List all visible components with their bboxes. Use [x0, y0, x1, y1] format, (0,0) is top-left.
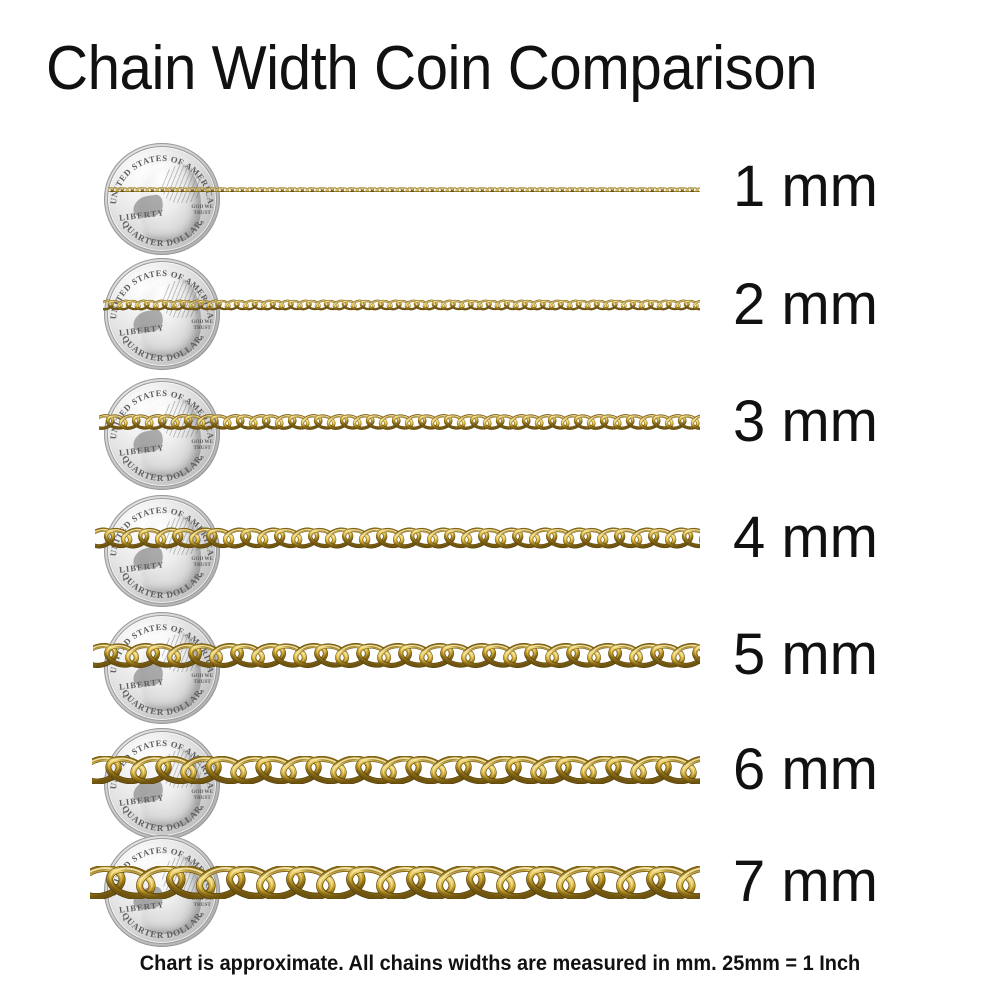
washington-bust — [136, 160, 202, 242]
coin-legend-bottom: QUARTER DOLLAR — [120, 219, 204, 249]
coin-mintmark: P — [200, 456, 204, 463]
svg-text:QUARTER DOLLAR: QUARTER DOLLAR — [120, 219, 204, 249]
coin-legend-bottom: QUARTER DOLLAR — [120, 454, 204, 484]
coin-mintmark: P — [200, 573, 204, 580]
chain-swatch-3mm — [99, 413, 700, 431]
size-label-1mm: 1 mm — [733, 154, 878, 219]
coin-motto-text: GOD WE TRUST — [191, 672, 214, 685]
chain-swatch-6mm — [92, 756, 700, 784]
coin-legend-bottom: QUARTER DOLLAR — [120, 334, 204, 364]
coin-motto-text: GOD WE TRUST — [191, 203, 214, 216]
chain-row-2mm: UNITED STATES OF AMERICA QUARTER DOLLAR … — [0, 258, 1000, 370]
chain-swatch-4mm — [95, 527, 700, 549]
size-label-5mm: 5 mm — [733, 622, 878, 687]
washington-hair — [162, 280, 202, 319]
coin-us-quarter: UNITED STATES OF AMERICA QUARTER DOLLAR … — [104, 612, 220, 724]
chain-swatch-1mm — [108, 182, 700, 192]
washington-bust — [136, 395, 202, 477]
washington-bust — [136, 512, 202, 594]
coin-legend-bottom: QUARTER DOLLAR — [120, 911, 204, 941]
chain-swatch-2mm — [103, 298, 700, 312]
chain-swatch-7mm — [90, 865, 700, 899]
coin-us-quarter: UNITED STATES OF AMERICA QUARTER DOLLAR … — [104, 143, 220, 255]
coin-us-quarter: UNITED STATES OF AMERICA QUARTER DOLLAR … — [104, 495, 220, 607]
coin-legend-bottom: QUARTER DOLLAR — [120, 804, 204, 834]
size-label-7mm: 7 mm — [733, 849, 878, 914]
footer-note: Chart is approximate. All chains widths … — [139, 952, 861, 975]
coin-rim — [107, 498, 217, 604]
chain-links-graphic — [103, 299, 700, 311]
size-label-6mm: 6 mm — [733, 737, 878, 802]
size-label-3mm: 3 mm — [733, 389, 878, 454]
page-title: Chain Width Coin Comparison — [46, 34, 818, 103]
coin-motto-text: GOD WE TRUST — [191, 788, 214, 801]
svg-text:QUARTER DOLLAR: QUARTER DOLLAR — [120, 334, 204, 364]
coin-rim — [107, 261, 217, 367]
chain-row-1mm: UNITED STATES OF AMERICA QUARTER DOLLAR … — [0, 143, 1000, 255]
coin-motto-text: GOD WE TRUST — [191, 895, 214, 908]
coin-motto-text: GOD WE TRUST — [191, 555, 214, 568]
chain-row-7mm: UNITED STATES OF AMERICA QUARTER DOLLAR … — [0, 835, 1000, 947]
coin-motto-text: GOD WE TRUST — [191, 318, 214, 331]
coin-us-quarter: UNITED STATES OF AMERICA QUARTER DOLLAR … — [104, 378, 220, 490]
svg-text:QUARTER DOLLAR: QUARTER DOLLAR — [120, 911, 204, 941]
chain-row-5mm: UNITED STATES OF AMERICA QUARTER DOLLAR … — [0, 612, 1000, 724]
coin-mintmark: P — [200, 336, 204, 343]
size-label-2mm: 2 mm — [733, 272, 878, 337]
coin-legend-top: UNITED STATES OF AMERICA — [108, 268, 215, 320]
svg-text:QUARTER DOLLAR: QUARTER DOLLAR — [120, 804, 204, 834]
coin-us-quarter: UNITED STATES OF AMERICA QUARTER DOLLAR … — [104, 258, 220, 370]
chain-links-graphic — [108, 187, 700, 192]
svg-text:QUARTER DOLLAR: QUARTER DOLLAR — [120, 454, 204, 484]
chain-row-3mm: UNITED STATES OF AMERICA QUARTER DOLLAR … — [0, 378, 1000, 490]
chain-row-6mm: UNITED STATES OF AMERICA QUARTER DOLLAR … — [0, 728, 1000, 840]
coin-legend-bottom: QUARTER DOLLAR — [120, 688, 204, 718]
chain-swatch-5mm — [93, 642, 700, 668]
coin-mintmark: P — [200, 690, 204, 697]
washington-bust — [136, 275, 202, 357]
svg-text:QUARTER DOLLAR: QUARTER DOLLAR — [120, 571, 204, 601]
coin-legend-top: UNITED STATES OF AMERICA — [108, 153, 215, 205]
washington-hair — [162, 165, 202, 204]
chain-links-graphic — [93, 642, 700, 668]
coin-us-quarter: UNITED STATES OF AMERICA QUARTER DOLLAR … — [104, 728, 220, 840]
washington-hair — [162, 400, 202, 439]
chain-links-graphic — [90, 865, 700, 899]
svg-text:QUARTER DOLLAR: QUARTER DOLLAR — [120, 688, 204, 718]
chain-links-graphic — [99, 414, 700, 430]
coin-rim — [107, 146, 217, 252]
chain-links-graphic — [95, 527, 700, 549]
coin-rim — [107, 615, 217, 721]
coin-rim — [107, 381, 217, 487]
coin-mintmark: P — [200, 913, 204, 920]
coin-mintmark: P — [200, 221, 204, 228]
coin-mintmark: P — [200, 806, 204, 813]
coin-legend-top: UNITED STATES OF AMERICA — [108, 388, 215, 440]
chain-links-graphic — [92, 756, 700, 784]
coin-motto-text: GOD WE TRUST — [191, 438, 214, 451]
size-label-4mm: 4 mm — [733, 505, 878, 570]
coin-legend-bottom: QUARTER DOLLAR — [120, 571, 204, 601]
chain-row-4mm: UNITED STATES OF AMERICA QUARTER DOLLAR … — [0, 495, 1000, 607]
